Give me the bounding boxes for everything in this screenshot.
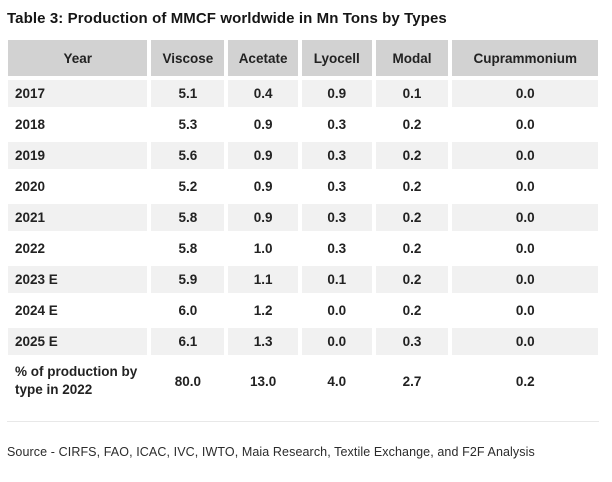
table-row: 2023 E 5.9 1.1 0.1 0.2 0.0 xyxy=(8,266,598,293)
mmcf-production-table: Year Viscose Acetate Lyocell Modal Cupra… xyxy=(4,36,602,407)
value-cell: 0.2 xyxy=(375,111,449,138)
value-cell: 0.2 xyxy=(375,235,449,262)
year-cell: % of production by type in 2022 xyxy=(8,359,148,403)
value-cell: 6.0 xyxy=(151,297,225,324)
divider-line xyxy=(7,421,599,422)
value-cell: 0.0 xyxy=(301,297,372,324)
year-cell: 2018 xyxy=(8,111,148,138)
value-cell: 0.3 xyxy=(301,111,372,138)
value-cell: 5.8 xyxy=(151,235,225,262)
value-cell: 5.8 xyxy=(151,204,225,231)
column-header-viscose: Viscose xyxy=(151,40,225,76)
column-header-cuprammonium: Cuprammonium xyxy=(452,40,598,76)
value-cell: 0.2 xyxy=(375,142,449,169)
value-cell: 0.0 xyxy=(452,173,598,200)
table-body: 2017 5.1 0.4 0.9 0.1 0.0 2018 5.3 0.9 0.3 0.2 0.0 20… xyxy=(8,80,598,403)
table-row: 2025 E 6.1 1.3 0.0 0.3 0.0 xyxy=(8,328,598,355)
value-cell: 5.2 xyxy=(151,173,225,200)
table-row: 2019 5.6 0.9 0.3 0.2 0.0 xyxy=(8,142,598,169)
value-cell: 0.9 xyxy=(228,111,298,138)
year-cell: 2023 E xyxy=(8,266,148,293)
value-cell: 0.3 xyxy=(301,173,372,200)
value-cell: 0.0 xyxy=(301,328,372,355)
year-cell: 2024 E xyxy=(8,297,148,324)
year-cell: 2020 xyxy=(8,173,148,200)
value-cell: 5.6 xyxy=(151,142,225,169)
value-cell: 0.3 xyxy=(301,142,372,169)
year-cell: 2019 xyxy=(8,142,148,169)
value-cell: 2.7 xyxy=(375,359,449,403)
value-cell: 80.0 xyxy=(151,359,225,403)
value-cell: 5.9 xyxy=(151,266,225,293)
value-cell: 6.1 xyxy=(151,328,225,355)
value-cell: 1.1 xyxy=(228,266,298,293)
value-cell: 4.0 xyxy=(301,359,372,403)
value-cell: 0.2 xyxy=(375,297,449,324)
value-cell: 0.0 xyxy=(452,328,598,355)
value-cell: 0.2 xyxy=(375,266,449,293)
value-cell: 1.0 xyxy=(228,235,298,262)
table-row: 2024 E 6.0 1.2 0.0 0.2 0.0 xyxy=(8,297,598,324)
value-cell: 0.0 xyxy=(452,297,598,324)
value-cell: 0.9 xyxy=(228,142,298,169)
value-cell: 0.2 xyxy=(375,173,449,200)
value-cell: 0.4 xyxy=(228,80,298,107)
value-cell: 1.2 xyxy=(228,297,298,324)
value-cell: 0.2 xyxy=(375,204,449,231)
value-cell: 0.1 xyxy=(375,80,449,107)
source-note: Source - CIRFS, FAO, ICAC, IVC, IWTO, Ma… xyxy=(7,445,535,459)
column-header-modal: Modal xyxy=(375,40,449,76)
value-cell: 0.3 xyxy=(301,204,372,231)
value-cell: 0.9 xyxy=(228,173,298,200)
summary-row: % of production by type in 2022 80.0 13.0 4… xyxy=(8,359,598,403)
value-cell: 0.0 xyxy=(452,204,598,231)
column-header-year: Year xyxy=(8,40,148,76)
value-cell: 0.0 xyxy=(452,142,598,169)
value-cell: 5.3 xyxy=(151,111,225,138)
table-row: 2017 5.1 0.4 0.9 0.1 0.0 xyxy=(8,80,598,107)
value-cell: 0.0 xyxy=(452,235,598,262)
table-title: Table 3: Production of MMCF worldwide in… xyxy=(7,10,447,27)
year-cell: 2025 E xyxy=(8,328,148,355)
value-cell: 0.0 xyxy=(452,266,598,293)
value-cell: 0.9 xyxy=(301,80,372,107)
value-cell: 5.1 xyxy=(151,80,225,107)
value-cell: 1.3 xyxy=(228,328,298,355)
value-cell: 0.2 xyxy=(452,359,598,403)
value-cell: 0.0 xyxy=(452,80,598,107)
value-cell: 0.1 xyxy=(301,266,372,293)
column-header-acetate: Acetate xyxy=(228,40,298,76)
column-header-lyocell: Lyocell xyxy=(301,40,372,76)
year-cell: 2017 xyxy=(8,80,148,107)
table-row: 2021 5.8 0.9 0.3 0.2 0.0 xyxy=(8,204,598,231)
value-cell: 0.3 xyxy=(301,235,372,262)
header-row: Year Viscose Acetate Lyocell Modal Cupra… xyxy=(8,40,598,76)
table-row: 2022 5.8 1.0 0.3 0.2 0.0 xyxy=(8,235,598,262)
table-row: 2018 5.3 0.9 0.3 0.2 0.0 xyxy=(8,111,598,138)
table-row: 2020 5.2 0.9 0.3 0.2 0.0 xyxy=(8,173,598,200)
value-cell: 0.3 xyxy=(375,328,449,355)
year-cell: 2022 xyxy=(8,235,148,262)
value-cell: 0.0 xyxy=(452,111,598,138)
value-cell: 13.0 xyxy=(228,359,298,403)
value-cell: 0.9 xyxy=(228,204,298,231)
year-cell: 2021 xyxy=(8,204,148,231)
